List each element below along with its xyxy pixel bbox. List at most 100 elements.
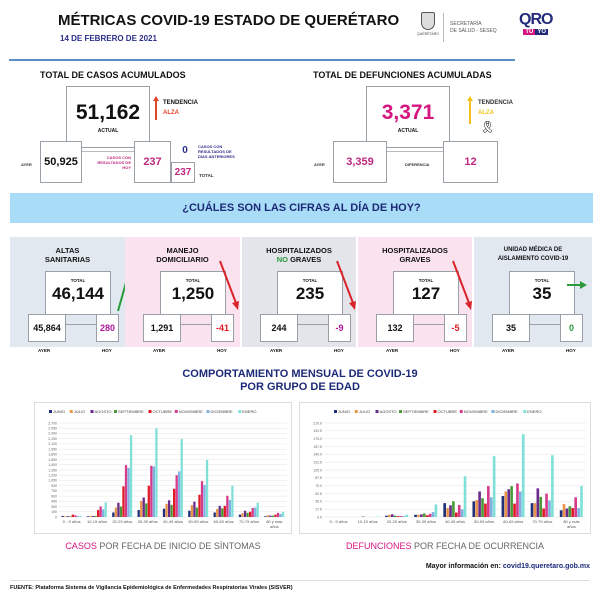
total-value: 46,144 [52,284,104,303]
bar-enero-8 [580,486,583,517]
defunciones-chart-box: 0.0 17.5 35.0 52.5 70.0 87.5 105.0 122.5 140.0 15… [299,402,591,534]
bar-noviembre-7 [545,493,548,517]
bar-noviembre-4 [457,504,461,517]
ayer-box: 244 [260,314,298,342]
x-tick-label: 60-69 años [214,519,234,524]
y-tick-label: 140.0 [313,453,322,457]
y-tick-label: 2,550 [48,427,57,431]
card-unidad-aislamiento: UNIDAD MÉDICA DE AISLAMIENTO COVID-19 TOT… [474,237,592,353]
casos-tendencia-label: TENDENCIA [163,100,199,106]
total-value: 1,250 [171,284,215,303]
total-value: 35 [532,284,552,303]
bar-julio-5 [190,505,194,517]
y-tick-label: 105.0 [313,468,322,472]
website-link[interactable]: covid19.queretaro.gob.mx [502,563,590,570]
defunciones-tendencia-value: ALZA [478,110,494,116]
bar-agosto-7 [243,510,247,517]
defunciones-section-title: TOTAL DE DEFUNCIONES ACUMULADAS [313,70,492,80]
card-title: MANEJO DOMICILIARIO [156,246,209,264]
y-tick-label: 1,200 [48,474,57,478]
legend-label: NOVIEMBRE [179,409,203,414]
legend-swatch [375,410,379,413]
bar-julio-6 [504,491,508,517]
legend-swatch [49,410,52,413]
bar-agosto-5 [193,501,196,517]
bar-junio-6 [213,512,216,517]
connector [66,324,96,325]
ayer-label: AYER [502,348,515,353]
legend-swatch [148,410,152,413]
bar-noviembre-8 [276,512,280,517]
bar-septiembre-5 [195,507,199,517]
legend-swatch [206,410,210,413]
legend-swatch [491,410,495,413]
x-tick-label: 30-39 años [138,519,158,524]
bar-noviembre-3 [428,513,432,517]
y-tick-label: 0.0 [317,515,322,519]
legend-label: JULIO [359,409,370,414]
x-tick-label: 0 - 9 años [63,519,81,524]
bar-octubre-7 [542,508,545,517]
y-tick-label: 175.0 [313,437,322,441]
legend-swatch [238,410,242,413]
trend-flat-arrow-icon [567,281,587,289]
bar-septiembre-2 [393,515,397,517]
ayer-label: AYER [270,348,283,353]
bar-octubre-0 [71,514,74,517]
casos-hoy-label: CASOS CON RESULTADOS DE HOY [97,155,131,170]
bar-noviembre-2 [124,465,128,517]
total-value: 127 [411,284,441,303]
card-title: ALTAS SANITARIAS [44,246,91,264]
bar-diciembre-0 [76,515,80,517]
defunciones-chart: 0.0 17.5 35.0 52.5 70.0 87.5 105.0 122.5 140.0 15… [313,409,586,529]
legend-label: DICIEMBRE [496,409,519,414]
hoy-box: 280 [96,314,119,342]
card-hospitalizados-graves: HOSPITALIZADOS GRAVES TOTAL 127 132 -5 AYE… [358,237,472,353]
bar-octubre-4 [455,512,458,517]
defunciones-ayer-label: AYER [314,162,325,167]
legend-swatch [69,410,73,413]
bar-diciembre-7 [548,500,551,517]
bar-agosto-0 [66,516,69,517]
casos-ayer-box: 50,925 [40,141,82,183]
legend-swatch [354,410,358,413]
x-tick-label: 70-79 años [532,519,552,524]
bar-septiembre-1 [94,515,97,517]
bar-julio-4 [446,508,449,517]
y-tick-label: 2,100 [48,442,57,446]
casos-hoy-box: 237 [134,141,171,183]
casos-actual-value: 51,162 [75,100,141,124]
footer-divider [10,580,590,581]
connector [414,324,444,325]
y-tick-label: 1,950 [48,447,57,451]
card-title: UNIDAD MÉDICA DE AISLAMIENTO COVID-19 [497,247,569,262]
bar-enero-3 [155,428,158,517]
y-tick-label: 122.5 [313,460,322,464]
trend-up-arrow-icon [469,100,471,124]
defunciones-diferencia-label: DIFERENCIA [405,162,430,167]
bar-noviembre-1 [99,506,102,517]
hoy-label: HOY [334,348,344,353]
legend-label: JUNIO [338,409,350,414]
bar-enero-2 [405,514,409,517]
bar-agosto-4 [167,500,171,517]
y-tick-label: 17.5 [315,507,322,511]
bar-diciembre-1 [102,509,105,517]
x-tick-label: 40-49 años [163,519,183,524]
hoy-box: -41 [211,314,234,342]
connector [181,324,211,325]
report-date: 14 DE FEBRERO DE 2021 [60,34,157,43]
x-tick-label: 0 - 9 años [330,519,348,524]
bar-septiembre-8 [568,506,572,517]
bar-diciembre-2 [402,516,406,517]
state-seal-logo: QUERÉTARO [417,12,439,42]
trend-down-arrow-icon [336,260,356,310]
bar-septiembre-3 [145,503,148,517]
y-tick-label: 1,050 [48,479,57,483]
bar-septiembre-6 [221,508,224,517]
legend-swatch [114,410,117,413]
casos-chart-box: 0 150 300 450 600 750 900 1,050 1,200 1,350 1,500 1… [34,402,292,534]
bar-diciembre-8 [577,508,580,517]
bar-enero-7 [551,455,554,517]
bar-octubre-4 [173,488,176,517]
